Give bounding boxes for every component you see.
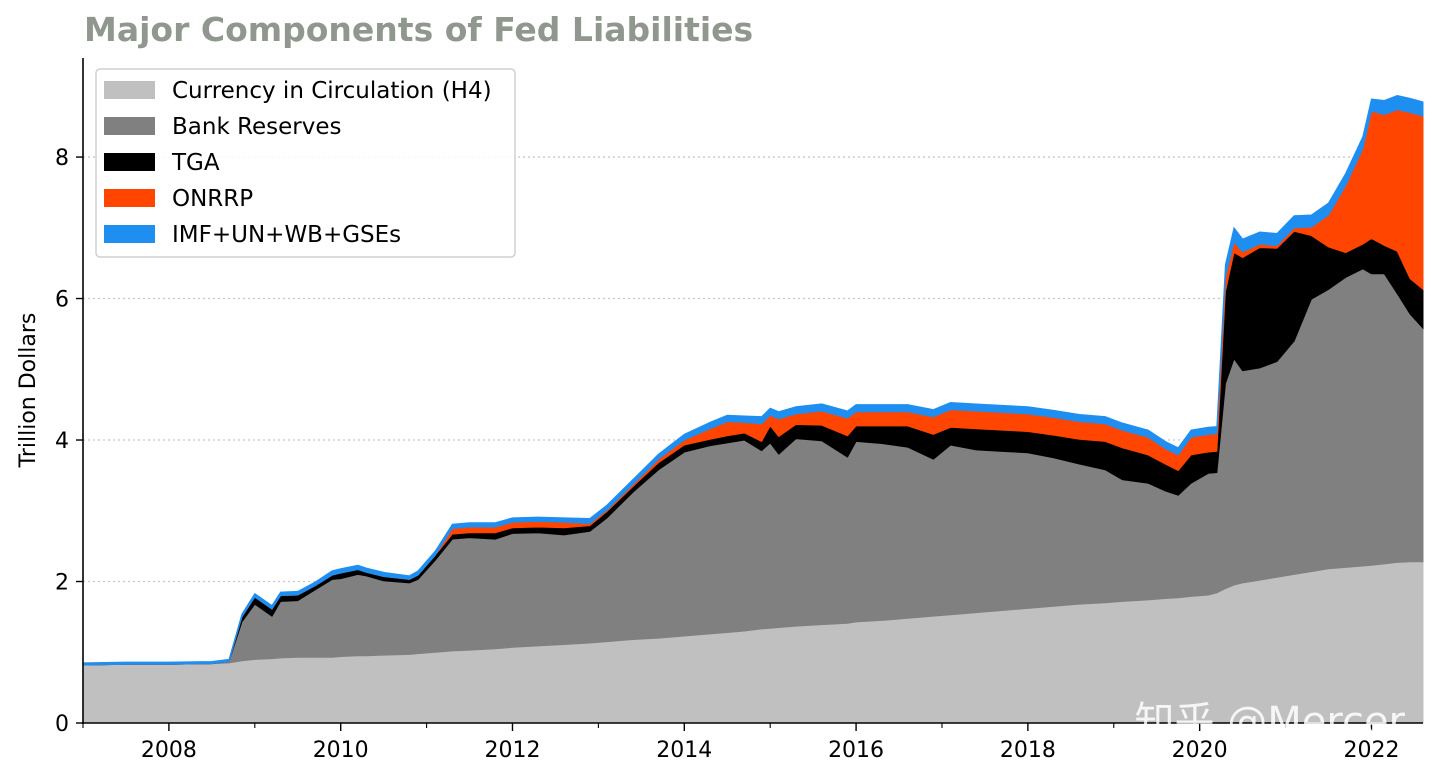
y-axis-label: Trillion Dollars <box>16 313 41 469</box>
axes: 0 2 4 6 8 2008 2010 2012 2014 2016 2018 2020 2022 <box>55 58 1423 763</box>
legend-swatch-4 <box>104 225 155 243</box>
chart-title: Major Components of Fed Liabilities <box>84 10 754 49</box>
legend-swatch-3 <box>104 189 155 207</box>
y-tick-label-2: 2 <box>55 571 69 596</box>
legend-label-2: TGA <box>171 150 220 176</box>
x-tick-label-2010: 2010 <box>313 738 369 763</box>
x-tick-label-2020: 2020 <box>1172 738 1228 763</box>
legend-swatch-0 <box>104 81 155 99</box>
x-tick-label-2008: 2008 <box>141 738 197 763</box>
area-series-4 <box>82 94 1424 666</box>
legend: Currency in Circulation (H4) Bank Reserve… <box>95 68 516 258</box>
y-tick-label-4: 4 <box>55 429 69 454</box>
y-tick-label-8: 8 <box>55 146 69 171</box>
legend-label-1: Bank Reserves <box>172 114 342 140</box>
legend-frame <box>95 68 516 258</box>
y-tick-label-0: 0 <box>55 712 69 737</box>
legend-swatch-2 <box>104 153 155 171</box>
x-tick-label-2016: 2016 <box>828 738 884 763</box>
x-tick-label-2018: 2018 <box>1000 738 1056 763</box>
y-tick-label-6: 6 <box>55 288 69 313</box>
x-tick-label-2012: 2012 <box>484 738 540 763</box>
x-tick-label-2022: 2022 <box>1343 738 1399 763</box>
legend-label-3: ONRRP <box>172 186 253 212</box>
x-tick-label-2014: 2014 <box>656 738 712 763</box>
legend-swatch-1 <box>104 117 155 135</box>
legend-label-0: Currency in Circulation (H4) <box>172 78 492 104</box>
stacked-areas <box>82 94 1424 724</box>
legend-label-4: IMF+UN+WB+GSEs <box>172 222 401 248</box>
watermark: 知乎 @Mercer <box>1135 699 1406 745</box>
